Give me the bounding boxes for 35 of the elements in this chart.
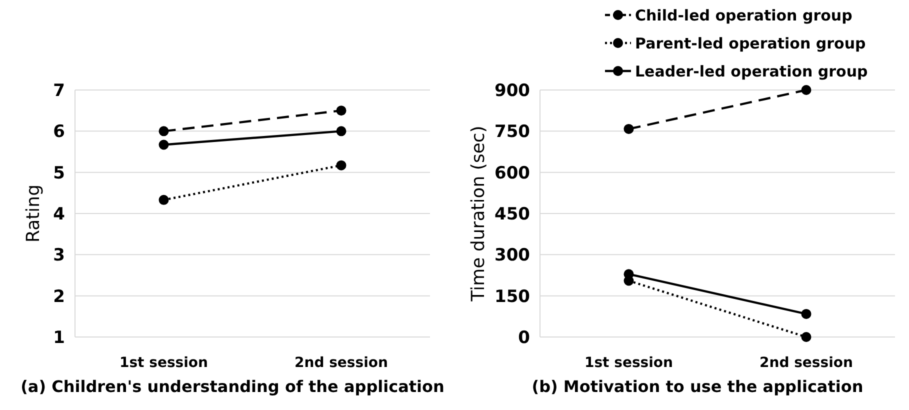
y-tick-label: 5 xyxy=(53,163,65,184)
text: (a) Children's understanding of the application xyxy=(20,377,444,396)
y-tick-label: 150 xyxy=(494,286,530,307)
y-tick-label: 3 xyxy=(53,246,65,266)
text: (b) Motivation to use the application xyxy=(532,377,864,396)
x-tick-label: 1st session xyxy=(584,355,674,371)
x-tick-label: 2nd session xyxy=(294,355,388,371)
y-tick-label: 1 xyxy=(53,328,65,348)
y-tick-label: 450 xyxy=(494,204,530,224)
legend-label: Child-led operation group xyxy=(635,6,853,24)
point xyxy=(336,160,346,170)
point xyxy=(158,140,169,150)
y-tick-label: 750 xyxy=(494,122,530,142)
y-tick-label: 7 xyxy=(53,80,65,101)
y-tick-label: 900 xyxy=(494,80,530,101)
point xyxy=(801,85,812,95)
y-tick-label: 300 xyxy=(494,246,530,266)
point xyxy=(624,124,634,134)
y-axis-title: Time duration (sec) xyxy=(468,126,489,302)
point xyxy=(801,332,812,342)
point xyxy=(158,126,169,136)
y-tick-label: 4 xyxy=(53,204,66,224)
x-tick-label: 1st session xyxy=(119,355,208,371)
legend-label: Parent-led operation group xyxy=(635,34,866,52)
x-tick-label: 2nd session xyxy=(760,355,853,371)
point xyxy=(158,194,169,205)
y-tick-label: 0 xyxy=(518,328,530,348)
y-tick-label: 6 xyxy=(53,122,65,142)
y-axis-title: Rating xyxy=(23,184,44,243)
y-tick-label: 2 xyxy=(53,286,65,307)
point xyxy=(336,106,346,116)
point xyxy=(801,308,812,319)
y-tick-label: 600 xyxy=(494,163,530,184)
point xyxy=(336,126,346,136)
legend-label: Leader-led operation group xyxy=(635,62,868,80)
